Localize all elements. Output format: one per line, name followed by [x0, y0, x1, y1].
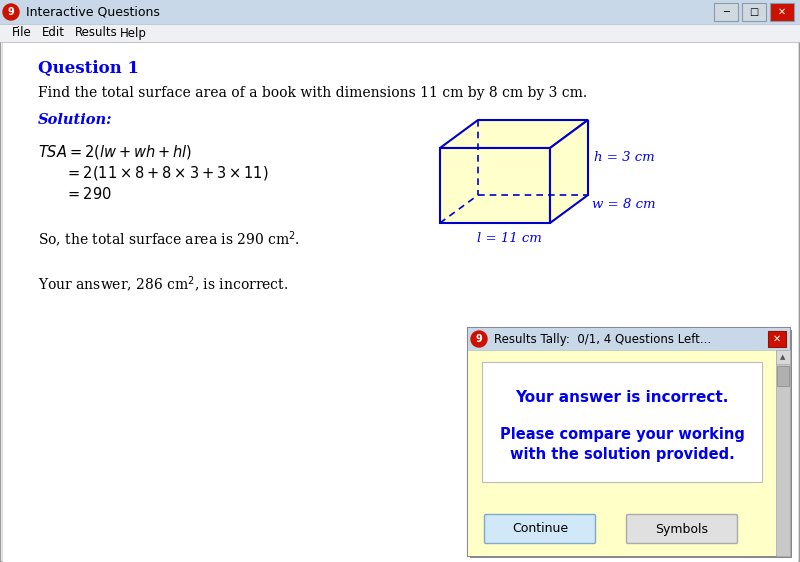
FancyBboxPatch shape [485, 514, 595, 543]
Text: Solution:: Solution: [38, 113, 113, 127]
Bar [714, 3, 738, 21]
Circle shape [3, 4, 19, 20]
Text: Please compare your working: Please compare your working [499, 427, 745, 442]
Polygon shape [550, 120, 588, 223]
Polygon shape [440, 120, 588, 148]
Text: $= 290$: $= 290$ [65, 186, 112, 202]
Text: Interactive Questions: Interactive Questions [26, 6, 160, 19]
Text: 9: 9 [476, 334, 482, 344]
Bar [470, 330, 792, 558]
Bar [770, 3, 794, 21]
Bar [468, 350, 776, 556]
Bar [482, 362, 762, 482]
Text: ▲: ▲ [780, 354, 786, 360]
Text: □: □ [750, 7, 758, 17]
Text: Edit: Edit [42, 26, 65, 39]
Text: Help: Help [120, 26, 147, 39]
Bar [777, 366, 789, 386]
Bar [776, 350, 790, 364]
Circle shape [471, 331, 487, 347]
Bar [0, 0, 800, 24]
Text: Results: Results [75, 26, 118, 39]
Text: with the solution provided.: with the solution provided. [510, 446, 734, 461]
Text: Continue: Continue [512, 523, 568, 536]
Bar [468, 328, 790, 556]
Text: Find the total surface area of a book with dimensions 11 cm by 8 cm by 3 cm.: Find the total surface area of a book wi… [38, 86, 587, 100]
Text: Your answer, 286 cm$^2$, is incorrect.: Your answer, 286 cm$^2$, is incorrect. [38, 275, 288, 295]
Text: So, the total surface area is 290 cm$^2$.: So, the total surface area is 290 cm$^2$… [38, 230, 300, 250]
Text: 9: 9 [8, 7, 14, 17]
Text: File: File [12, 26, 32, 39]
Text: h = 3 cm: h = 3 cm [594, 151, 654, 164]
Polygon shape [440, 148, 550, 223]
Text: Symbols: Symbols [655, 523, 709, 536]
Text: $\mathit{TSA} = 2(\mathit{lw} + \mathit{wh} + \mathit{hl})$: $\mathit{TSA} = 2(\mathit{lw} + \mathit{… [38, 143, 192, 161]
Bar [0, 24, 800, 42]
Text: $= 2(11 \times 8 + 8 \times 3 + 3 \times 11)$: $= 2(11 \times 8 + 8 \times 3 + 3 \times… [65, 164, 269, 182]
Bar [742, 3, 766, 21]
Text: ─: ─ [723, 7, 729, 17]
Text: Results Tally:  0/1, 4 Questions Left...: Results Tally: 0/1, 4 Questions Left... [494, 333, 711, 346]
Bar [768, 331, 786, 347]
Text: Question 1: Question 1 [38, 60, 139, 76]
Bar [776, 350, 790, 556]
Text: ✕: ✕ [778, 7, 786, 17]
Bar [468, 328, 790, 350]
FancyBboxPatch shape [626, 514, 738, 543]
Text: Your answer is incorrect.: Your answer is incorrect. [515, 389, 729, 405]
Text: w = 8 cm: w = 8 cm [592, 198, 656, 211]
Text: l = 11 cm: l = 11 cm [477, 233, 542, 246]
Text: ✕: ✕ [773, 334, 781, 344]
